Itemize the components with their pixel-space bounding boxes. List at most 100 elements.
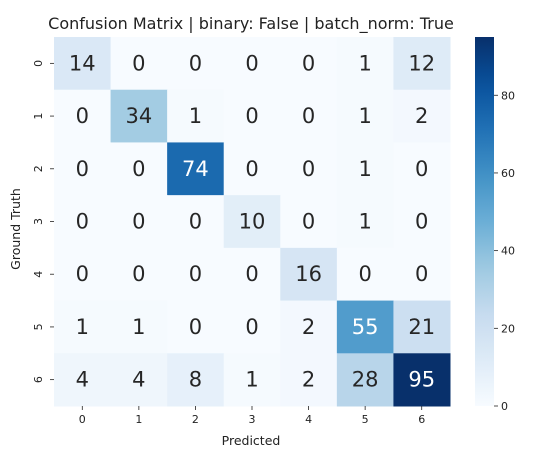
heatmap-cell (336, 195, 394, 249)
heatmap-cell (393, 300, 451, 354)
heatmap-cell (110, 37, 168, 91)
cell-value-label: 74 (182, 157, 209, 181)
cell-value-label: 0 (76, 210, 89, 234)
heatmap-cell (54, 247, 112, 302)
cell-value-label: 0 (76, 104, 89, 128)
heatmap-cell (393, 247, 451, 302)
cell-value-label: 28 (352, 368, 379, 392)
colorbar-tick-label: 20 (501, 322, 515, 335)
cell-value-label: 4 (132, 368, 145, 392)
heatmap-cell (280, 353, 338, 407)
colorbar-tick-label: 40 (501, 245, 515, 258)
heatmap-cell (336, 247, 394, 302)
cell-value-label: 0 (132, 210, 145, 234)
heatmap-cell (110, 195, 168, 249)
y-axis-label: Ground Truth (8, 188, 23, 270)
y-tick-label: 4 (32, 271, 45, 278)
y-tick-label: 6 (32, 376, 45, 383)
heatmap-cell (54, 142, 112, 196)
cell-value-label: 0 (302, 51, 315, 75)
heatmap-cell (393, 89, 451, 143)
heatmap-cell (167, 89, 225, 143)
cell-value-label: 16 (295, 262, 322, 286)
heatmap-cell (280, 89, 338, 143)
x-tick-label: 4 (305, 413, 312, 426)
cell-value-label: 2 (415, 104, 428, 128)
cell-value-label: 0 (132, 51, 145, 75)
cell-value-label: 12 (408, 51, 435, 75)
x-tick-label: 2 (192, 413, 199, 426)
heatmap-cell (280, 142, 338, 196)
cell-value-label: 95 (408, 368, 435, 392)
heatmap-cell (336, 142, 394, 196)
cell-value-label: 0 (76, 157, 89, 181)
heatmap-cell (280, 195, 338, 249)
x-tick-label: 1 (135, 413, 142, 426)
heatmap-cell (223, 195, 281, 249)
cell-value-label: 4 (76, 368, 89, 392)
cell-value-label: 0 (302, 157, 315, 181)
cell-value-label: 0 (189, 315, 202, 339)
x-tick-label: 5 (362, 413, 369, 426)
heatmap-cell (280, 37, 338, 91)
y-tick-label: 1 (32, 113, 45, 120)
heatmap-cell (393, 353, 451, 407)
x-axis-ticks: 0 1 2 3 4 5 6 (79, 406, 425, 426)
cell-value-label: 1 (245, 368, 258, 392)
cell-value-label: 0 (76, 262, 89, 286)
cell-value-label: 1 (189, 104, 202, 128)
heatmap-cell (110, 142, 168, 196)
heatmap-cell (167, 353, 225, 407)
cell-value-label: 1 (358, 104, 371, 128)
cell-value-label: 0 (415, 157, 428, 181)
x-tick-label: 6 (418, 413, 425, 426)
cell-value-label: 0 (358, 262, 371, 286)
heatmap-cell (223, 353, 281, 407)
cell-value-label: 1 (358, 210, 371, 234)
heatmap-cell (167, 142, 225, 196)
heatmap-cells: 14 0 0 0 0 1 120 34 1 0 0 1 20 0 74 0 0 1 00 0 0 10 0 1 00 0 0 0 16 0… (54, 37, 451, 407)
cell-value-label: 2 (302, 368, 315, 392)
y-tick-label: 0 (32, 60, 45, 67)
cell-value-label: 55 (352, 315, 379, 339)
x-tick-label: 0 (79, 413, 86, 426)
cell-value-label: 8 (189, 368, 202, 392)
cell-value-label: 34 (125, 104, 152, 128)
heatmap-cell (167, 247, 225, 302)
cell-value-label: 0 (132, 262, 145, 286)
y-tick-label: 5 (32, 323, 45, 330)
heatmap-cell (336, 37, 394, 91)
x-tick-label: 3 (249, 413, 256, 426)
cell-value-label: 0 (189, 51, 202, 75)
colorbar (475, 37, 494, 406)
y-tick-label: 3 (32, 218, 45, 225)
heatmap-cell (393, 37, 451, 91)
cell-value-label: 2 (302, 315, 315, 339)
cell-value-label: 0 (245, 104, 258, 128)
heatmap-cell (393, 142, 451, 196)
heatmap-cell (280, 247, 338, 302)
cell-value-label: 10 (239, 210, 266, 234)
heatmap-cell (167, 300, 225, 354)
cell-value-label: 0 (189, 210, 202, 234)
cell-value-label: 0 (302, 104, 315, 128)
cell-value-label: 0 (245, 157, 258, 181)
heatmap-cell (336, 89, 394, 143)
chart-title: Confusion Matrix | binary: False | batch… (48, 14, 454, 34)
heatmap-cell (223, 300, 281, 354)
heatmap-cell (336, 300, 394, 354)
cell-value-label: 1 (358, 51, 371, 75)
y-axis-ticks: 0 1 2 3 4 5 6 (32, 60, 54, 383)
heatmap-cell (54, 353, 112, 407)
colorbar-ticks: 0 20 40 60 80 (494, 89, 515, 413)
y-tick-label: 2 (32, 165, 45, 172)
heatmap-cell (54, 89, 112, 143)
cell-value-label: 0 (415, 210, 428, 234)
cell-value-label: 0 (245, 315, 258, 339)
cell-value-label: 0 (189, 262, 202, 286)
cell-value-label: 1 (358, 157, 371, 181)
colorbar-tick-label: 0 (501, 400, 508, 413)
heatmap-cell (223, 89, 281, 143)
heatmap-cell (54, 300, 112, 354)
